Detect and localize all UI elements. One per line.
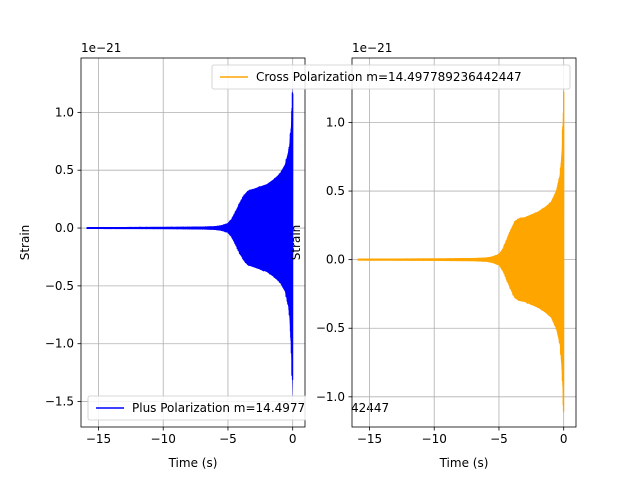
legend-label: Cross Polarization m=14.497789236442447	[256, 70, 522, 84]
y-tick-label: −1.5	[45, 395, 74, 409]
y-ticks: −1.0 −0.5 0.0 0.5 1.0	[316, 115, 352, 404]
x-tick-label: −5	[219, 432, 237, 446]
x-ticks: −15 −10 −5 0	[357, 427, 568, 446]
x-ticks: −15 −10 −5 0	[86, 427, 297, 446]
y-tick-label: 0.5	[55, 163, 74, 177]
series-layer	[357, 67, 565, 425]
cross-polarization-legend: Cross Polarization m=14.497789236442447	[211, 64, 571, 90]
x-axis-label: Time (s)	[168, 456, 218, 470]
y-offset-text: 1e−21	[352, 41, 392, 55]
waveform-envelope	[357, 67, 564, 425]
series-layer	[86, 79, 294, 402]
y-axis-label: Strain	[289, 225, 303, 261]
axes-frame	[80, 57, 306, 428]
axes-frame	[351, 57, 577, 428]
y-tick-label: 1.0	[326, 115, 345, 129]
x-tick-label: −5	[490, 432, 508, 446]
y-tick-label: −1.0	[45, 337, 74, 351]
y-tick-label: 0.5	[326, 184, 345, 198]
x-tick-label: −15	[357, 432, 382, 446]
y-tick-label: −1.0	[316, 390, 345, 404]
y-tick-label: 0.0	[55, 221, 74, 235]
waveform-envelope	[86, 79, 293, 402]
y-tick-label: −0.5	[45, 279, 74, 293]
legend-overlap-mask	[306, 390, 351, 425]
legend-box	[211, 64, 571, 90]
plus-polarization-axes: −15 −10 −5 0 −1.5 −1.0 −0.5 0.0 0.5 1.0 Time (s)…	[18, 41, 306, 470]
cross-polarization-axes: −15 −10 −5 0 −1.0 −0.5 0.0 0.5 1.0 Time (s) Str…	[289, 41, 577, 470]
x-tick-label: −10	[422, 432, 447, 446]
y-ticks: −1.5 −1.0 −0.5 0.0 0.5 1.0	[45, 105, 81, 409]
x-tick-label: −10	[151, 432, 176, 446]
x-tick-label: −15	[86, 432, 111, 446]
y-tick-label: −0.5	[316, 321, 345, 335]
x-tick-label: 0	[560, 432, 568, 446]
x-axis-label: Time (s)	[439, 456, 489, 470]
y-tick-label: 1.0	[55, 105, 74, 119]
y-offset-text: 1e−21	[81, 41, 121, 55]
x-tick-label: 0	[289, 432, 297, 446]
y-axis-label: Strain	[18, 225, 32, 261]
y-tick-label: 0.0	[326, 253, 345, 267]
